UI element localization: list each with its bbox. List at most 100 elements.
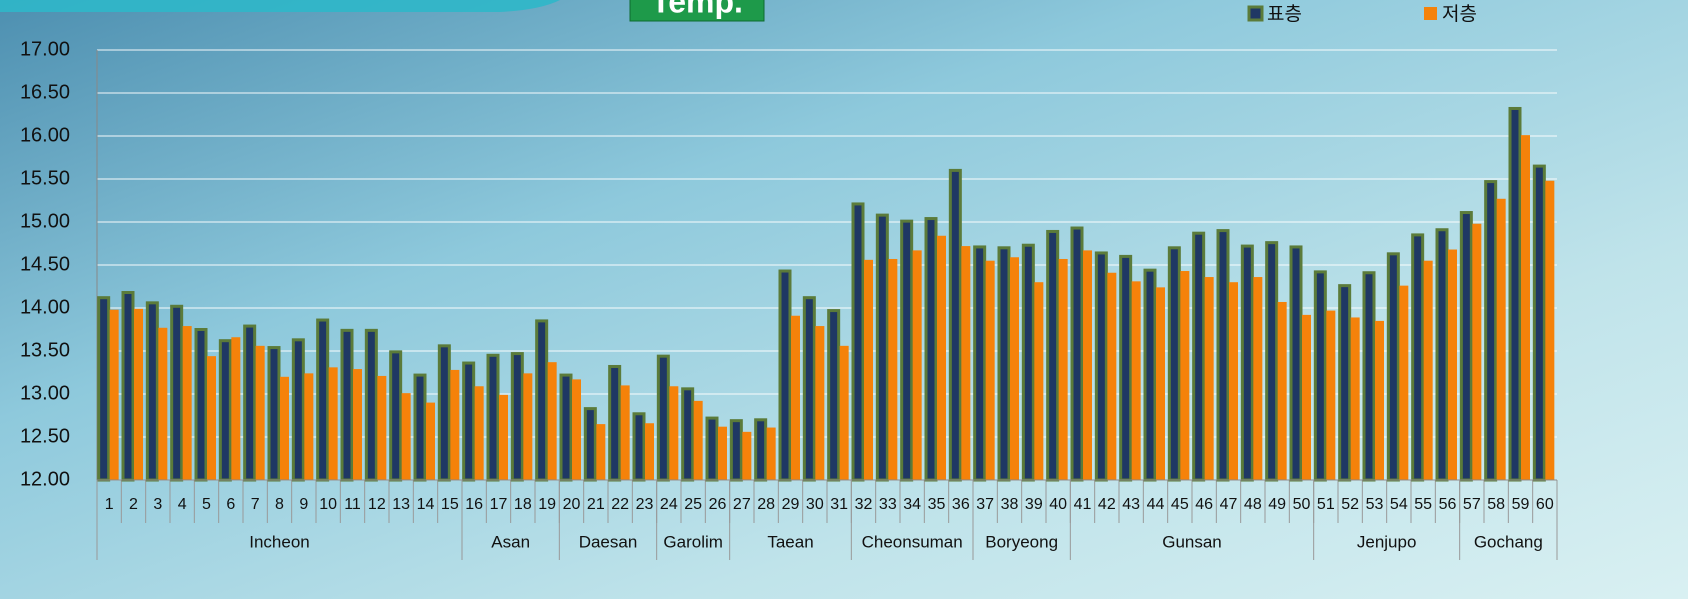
bar bbox=[231, 337, 240, 480]
bar bbox=[877, 215, 887, 480]
y-tick-label: 13.00 bbox=[20, 382, 70, 404]
x-tick-label: 8 bbox=[275, 496, 284, 513]
bar bbox=[902, 221, 912, 480]
x-tick-label: 42 bbox=[1098, 496, 1116, 513]
bar bbox=[1169, 248, 1179, 480]
bar bbox=[1253, 277, 1262, 480]
group-label: Daesan bbox=[579, 532, 638, 551]
bar bbox=[572, 379, 581, 480]
bar bbox=[804, 298, 814, 480]
bar bbox=[1229, 282, 1238, 480]
x-tick-label: 25 bbox=[684, 496, 702, 513]
bar bbox=[1521, 135, 1530, 480]
bar bbox=[658, 356, 668, 480]
bar bbox=[707, 418, 717, 480]
bar bbox=[853, 204, 863, 480]
bar bbox=[134, 309, 143, 480]
bar bbox=[596, 424, 605, 480]
bar bbox=[815, 326, 824, 480]
bar bbox=[683, 389, 693, 480]
bar bbox=[147, 303, 157, 480]
bar bbox=[1194, 233, 1204, 480]
group-label: Jenjupo bbox=[1357, 532, 1417, 551]
bar bbox=[1010, 257, 1019, 480]
bar bbox=[304, 373, 313, 480]
bar bbox=[293, 340, 303, 480]
x-tick-label: 32 bbox=[855, 496, 873, 513]
bar bbox=[402, 393, 411, 480]
x-tick-label: 45 bbox=[1171, 496, 1189, 513]
bar bbox=[464, 363, 474, 480]
x-tick-label: 39 bbox=[1025, 496, 1043, 513]
x-tick-label: 46 bbox=[1195, 496, 1213, 513]
x-tick-label: 48 bbox=[1244, 496, 1262, 513]
x-tick-label: 36 bbox=[952, 496, 970, 513]
bar bbox=[512, 354, 522, 480]
x-tick-label: 49 bbox=[1268, 496, 1286, 513]
x-tick-label: 44 bbox=[1147, 496, 1165, 513]
x-tick-label: 26 bbox=[709, 496, 727, 513]
bar bbox=[1340, 286, 1350, 480]
y-tick-label: 12.50 bbox=[20, 425, 70, 447]
x-tick-label: 28 bbox=[757, 496, 775, 513]
y-tick-label: 13.50 bbox=[20, 339, 70, 361]
bar bbox=[220, 341, 230, 480]
bar bbox=[318, 320, 328, 480]
group-label: Asan bbox=[491, 532, 530, 551]
bar bbox=[280, 377, 289, 480]
x-tick-label: 15 bbox=[441, 496, 459, 513]
bar bbox=[1145, 270, 1155, 480]
bar bbox=[245, 326, 255, 480]
bar bbox=[791, 316, 800, 480]
bar bbox=[353, 369, 362, 480]
bar bbox=[548, 362, 557, 480]
bar bbox=[731, 421, 741, 480]
legend-marker bbox=[1249, 7, 1262, 20]
x-tick-label: 37 bbox=[976, 496, 994, 513]
bar bbox=[756, 420, 766, 480]
x-tick-label: 2 bbox=[129, 496, 138, 513]
y-tick-label: 17.00 bbox=[20, 38, 70, 60]
bar bbox=[1180, 271, 1189, 480]
bar bbox=[1218, 231, 1228, 480]
bar bbox=[1448, 250, 1457, 480]
x-tick-label: 13 bbox=[392, 496, 410, 513]
x-tick-label: 11 bbox=[344, 496, 361, 513]
chart: Temp. 12.0012.5013.0013.5014.0014.5015.0… bbox=[0, 0, 1688, 599]
group-label: Taean bbox=[767, 532, 813, 551]
bar bbox=[1278, 302, 1287, 480]
bar bbox=[1048, 231, 1058, 480]
x-tick-label: 58 bbox=[1487, 496, 1505, 513]
y-tick-label: 14.00 bbox=[20, 296, 70, 318]
bar bbox=[1510, 108, 1520, 480]
bar bbox=[694, 401, 703, 480]
x-tick-label: 5 bbox=[202, 496, 211, 513]
x-tick-label: 22 bbox=[611, 496, 629, 513]
x-tick-label: 24 bbox=[660, 496, 678, 513]
x-tick-label: 16 bbox=[465, 496, 483, 513]
x-tick-label: 17 bbox=[490, 496, 508, 513]
bar bbox=[926, 219, 936, 480]
bar bbox=[1023, 245, 1033, 480]
bar bbox=[1388, 254, 1398, 480]
x-tick-label: 53 bbox=[1366, 496, 1384, 513]
bar bbox=[426, 403, 435, 480]
x-tick-label: 57 bbox=[1463, 496, 1481, 513]
bar bbox=[864, 260, 873, 480]
bar bbox=[1107, 273, 1116, 480]
x-tick-label: 1 bbox=[105, 496, 114, 513]
bar bbox=[439, 346, 449, 480]
bar bbox=[1399, 286, 1408, 480]
bar bbox=[1437, 230, 1447, 480]
group-label: Gochang bbox=[1474, 532, 1543, 551]
bar bbox=[1364, 273, 1374, 480]
x-tick-label: 20 bbox=[563, 496, 581, 513]
x-tick-label: 10 bbox=[319, 496, 337, 513]
x-tick-label: 30 bbox=[806, 496, 824, 513]
legend-label: 표층 bbox=[1267, 3, 1302, 25]
group-label: Boryeong bbox=[985, 532, 1058, 551]
bar bbox=[1205, 277, 1214, 480]
bar bbox=[1424, 261, 1433, 480]
x-tick-label: 9 bbox=[299, 496, 308, 513]
bar bbox=[342, 330, 352, 480]
